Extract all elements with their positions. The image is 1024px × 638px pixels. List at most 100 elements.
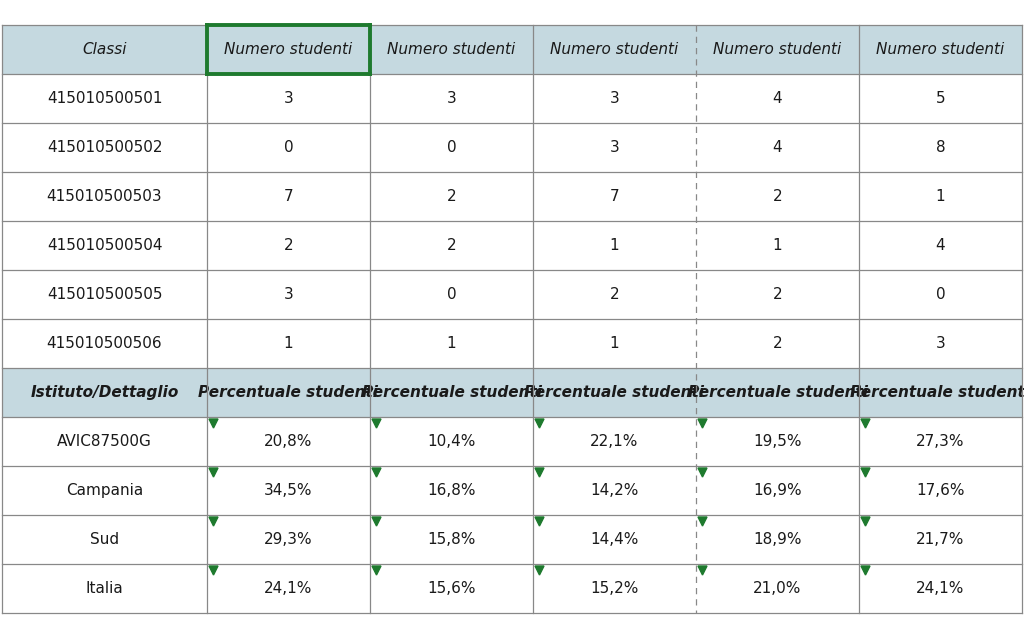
Text: Campania: Campania [66, 483, 143, 498]
Text: 415010500501: 415010500501 [47, 91, 162, 106]
Text: 415010500503: 415010500503 [47, 189, 163, 204]
Text: 34,5%: 34,5% [264, 483, 312, 498]
Bar [207, 564, 370, 613]
Bar [859, 270, 1022, 319]
Polygon shape [861, 468, 870, 477]
Bar [2, 564, 207, 613]
Bar [370, 319, 534, 368]
Text: 8: 8 [936, 140, 945, 155]
Text: 1: 1 [609, 238, 620, 253]
Bar [207, 368, 370, 417]
Text: 7: 7 [609, 189, 620, 204]
Polygon shape [209, 419, 218, 428]
Bar [534, 123, 696, 172]
Bar [859, 515, 1022, 564]
Bar [207, 417, 370, 466]
Bar [859, 466, 1022, 515]
Text: 10,4%: 10,4% [427, 434, 476, 449]
Text: Numero studenti: Numero studenti [224, 42, 352, 57]
Text: 3: 3 [609, 140, 620, 155]
Text: 16,9%: 16,9% [754, 483, 802, 498]
Bar [859, 319, 1022, 368]
Text: 2: 2 [446, 238, 457, 253]
Bar [696, 417, 859, 466]
Bar [534, 172, 696, 221]
Text: AVIC87500G: AVIC87500G [57, 434, 152, 449]
Polygon shape [535, 517, 544, 526]
Text: 4: 4 [773, 140, 782, 155]
Bar [370, 417, 534, 466]
Bar [2, 221, 207, 270]
Text: 1: 1 [773, 238, 782, 253]
Text: 7: 7 [284, 189, 293, 204]
Bar [2, 515, 207, 564]
Text: 24,1%: 24,1% [264, 581, 312, 596]
Text: 2: 2 [773, 189, 782, 204]
Text: 0: 0 [284, 140, 293, 155]
Text: 1: 1 [609, 336, 620, 351]
Polygon shape [209, 566, 218, 575]
Polygon shape [861, 566, 870, 575]
Polygon shape [861, 419, 870, 428]
Bar [370, 123, 534, 172]
Bar [696, 221, 859, 270]
Text: 4: 4 [936, 238, 945, 253]
Text: 1: 1 [936, 189, 945, 204]
Text: 2: 2 [284, 238, 293, 253]
Text: Numero studenti: Numero studenti [550, 42, 679, 57]
Bar [370, 515, 534, 564]
Polygon shape [698, 566, 707, 575]
Bar [534, 368, 696, 417]
Text: 3: 3 [609, 91, 620, 106]
Text: 2: 2 [446, 189, 457, 204]
Text: 415010500506: 415010500506 [47, 336, 163, 351]
Bar [2, 172, 207, 221]
Bar [534, 515, 696, 564]
Text: 5: 5 [936, 91, 945, 106]
Polygon shape [698, 419, 707, 428]
Polygon shape [372, 517, 381, 526]
Text: Percentuale studenti: Percentuale studenti [524, 385, 705, 400]
Polygon shape [698, 468, 707, 477]
Bar [859, 74, 1022, 123]
Bar [370, 564, 534, 613]
Bar [696, 564, 859, 613]
Text: 15,8%: 15,8% [427, 532, 476, 547]
Bar [207, 515, 370, 564]
Bar [859, 123, 1022, 172]
Polygon shape [372, 419, 381, 428]
Text: Classi: Classi [82, 42, 127, 57]
Bar [696, 172, 859, 221]
Text: 20,8%: 20,8% [264, 434, 312, 449]
Bar [696, 466, 859, 515]
Bar [534, 319, 696, 368]
Bar [696, 319, 859, 368]
Bar [696, 270, 859, 319]
Text: 18,9%: 18,9% [754, 532, 802, 547]
Bar [859, 25, 1022, 74]
Bar [534, 417, 696, 466]
Bar [534, 221, 696, 270]
Bar [370, 466, 534, 515]
Text: 14,4%: 14,4% [590, 532, 639, 547]
Text: Percentuale studenti: Percentuale studenti [851, 385, 1024, 400]
Text: 14,2%: 14,2% [590, 483, 639, 498]
Text: Numero studenti: Numero studenti [714, 42, 842, 57]
Text: 3: 3 [284, 287, 293, 302]
Bar [370, 172, 534, 221]
Text: 4: 4 [773, 91, 782, 106]
Text: 22,1%: 22,1% [590, 434, 639, 449]
Bar [207, 221, 370, 270]
Bar [2, 74, 207, 123]
Text: 415010500502: 415010500502 [47, 140, 162, 155]
Bar [2, 466, 207, 515]
Bar [207, 123, 370, 172]
Text: Percentuale studenti: Percentuale studenti [687, 385, 867, 400]
Text: 3: 3 [446, 91, 457, 106]
Text: Istituto/Dettaglio: Istituto/Dettaglio [31, 385, 178, 400]
Polygon shape [861, 517, 870, 526]
Polygon shape [535, 419, 544, 428]
Bar [370, 25, 534, 74]
Text: 1: 1 [284, 336, 293, 351]
Polygon shape [535, 566, 544, 575]
